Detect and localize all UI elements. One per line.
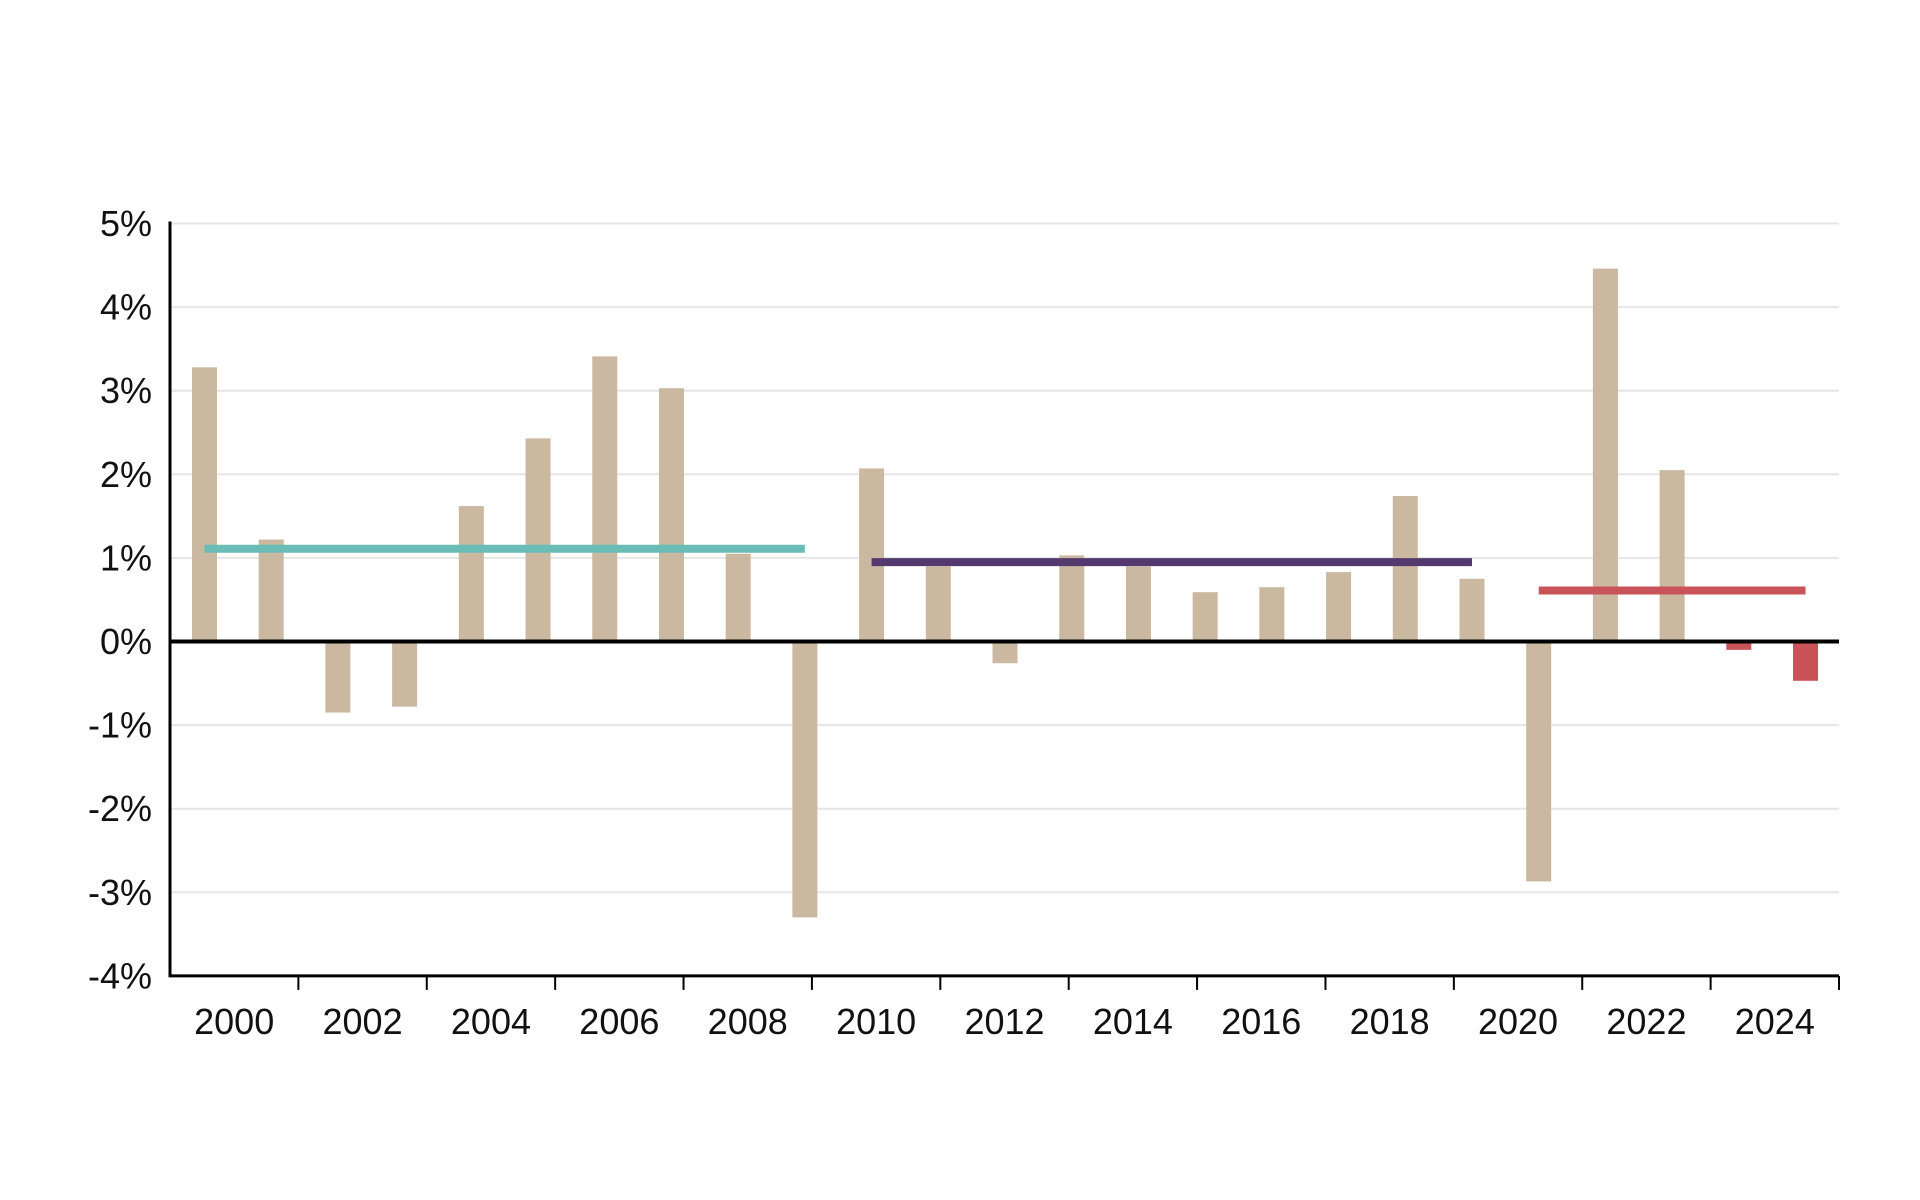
bar-2012 [992, 641, 1018, 664]
bar-2013 [1059, 555, 1085, 642]
x-axis-label-2012: 2012 [964, 1001, 1044, 1042]
bar-2021 [1592, 268, 1618, 642]
y-axis-label--1%: -1% [88, 705, 152, 746]
bar-2001 [258, 539, 284, 642]
x-axis-label-2022: 2022 [1606, 1001, 1686, 1042]
x-axis-label-2018: 2018 [1350, 1001, 1430, 1042]
bar-2007 [658, 388, 684, 642]
bar-2017 [1326, 572, 1352, 642]
x-axis-label-2008: 2008 [708, 1001, 788, 1042]
x-axis-label-2014: 2014 [1093, 1001, 1173, 1042]
bar-2022 [1659, 470, 1685, 642]
bar-2014 [1125, 566, 1151, 642]
y-axis-label-4%: 4% [100, 287, 152, 328]
x-axis-label-2024: 2024 [1735, 1001, 1815, 1042]
bar-2005 [525, 438, 551, 642]
bar-2020 [1526, 641, 1552, 882]
x-axis-label-2006: 2006 [579, 1001, 659, 1042]
y-axis-label--4%: -4% [88, 955, 152, 996]
bar-2008 [725, 553, 751, 642]
x-axis-label-2016: 2016 [1221, 1001, 1301, 1042]
y-axis-label-3%: 3% [100, 370, 152, 411]
bar-2019 [1459, 578, 1485, 642]
x-axis-label-2004: 2004 [451, 1001, 531, 1042]
y-axis-label--2%: -2% [88, 788, 152, 829]
x-axis-label-2010: 2010 [836, 1001, 916, 1042]
bar-2023 [1726, 641, 1752, 650]
bar-2003 [392, 641, 418, 707]
y-axis-label-2%: 2% [100, 454, 152, 495]
bar-2002 [325, 641, 351, 713]
bar-2006 [592, 356, 618, 642]
bar-2009 [792, 641, 818, 918]
y-axis-label--3%: -3% [88, 872, 152, 913]
bar-2004 [458, 506, 484, 642]
bar-2024 [1793, 641, 1819, 681]
x-axis-label-2000: 2000 [194, 1001, 274, 1042]
y-axis-label-1%: 1% [100, 537, 152, 578]
x-axis-label-2002: 2002 [323, 1001, 403, 1042]
y-axis-label-0%: 0% [100, 621, 152, 662]
x-axis-label-2020: 2020 [1478, 1001, 1558, 1042]
bar-2000 [192, 367, 217, 642]
bar-2016 [1259, 587, 1285, 642]
bar-2018 [1392, 496, 1418, 642]
bar-2015 [1192, 592, 1218, 642]
bar-2011 [925, 566, 951, 642]
y-axis-label-5%: 5% [100, 203, 152, 244]
bar-2010 [859, 468, 885, 642]
